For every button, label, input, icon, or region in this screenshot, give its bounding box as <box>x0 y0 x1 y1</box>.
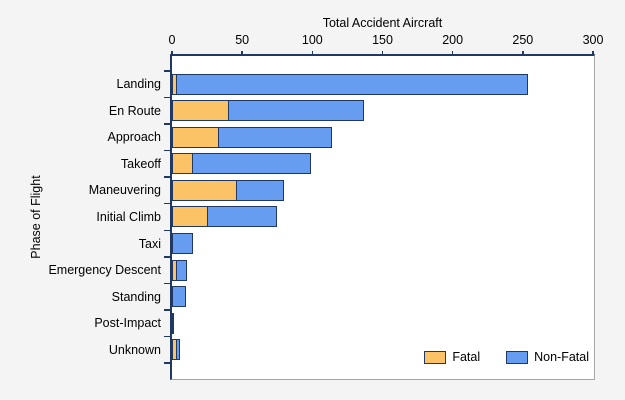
legend-swatch-non-fatal <box>506 350 529 364</box>
bar-segment-non-fatal <box>206 206 278 228</box>
category-label: Takeoff <box>120 156 161 171</box>
bar-segment-fatal <box>172 100 230 122</box>
bar-segment-non-fatal <box>176 339 181 361</box>
bar-segment-non-fatal <box>191 153 311 175</box>
chart-title: Total Accident Aircraft <box>322 16 443 30</box>
y-tick-mark <box>164 96 170 99</box>
legend-label: Fatal <box>452 350 481 364</box>
plot-area: Fatal Non-Fatal <box>164 54 595 380</box>
bar-row <box>172 151 311 178</box>
bar-segment-non-fatal <box>218 126 332 148</box>
bar-segment-non-fatal <box>172 286 187 308</box>
legend-item-fatal: Fatal <box>424 350 480 364</box>
y-tick-mark <box>164 309 170 311</box>
bar-row <box>172 124 332 151</box>
legend-item-non-fatal: Non-Fatal <box>506 350 589 364</box>
x-tick-mark <box>592 51 594 56</box>
bar-segment-non-fatal <box>172 233 194 255</box>
y-tick-mark <box>164 229 170 232</box>
bar-row <box>172 336 181 363</box>
category-label: Standing <box>111 289 161 304</box>
bar-row <box>172 257 188 284</box>
x-tick-label: 0 <box>168 33 176 47</box>
bar-row <box>172 230 194 257</box>
x-tick-mark <box>311 51 314 56</box>
y-tick-mark <box>164 335 170 338</box>
bar-segment-non-fatal <box>176 259 188 281</box>
y-tick-mark <box>164 70 170 72</box>
bar-segment-non-fatal <box>228 100 365 122</box>
bar-segment-fatal <box>172 179 238 201</box>
legend-swatch-fatal <box>424 350 447 364</box>
category-label: Landing <box>116 77 162 92</box>
y-axis-title: Phase of Flight <box>29 175 43 259</box>
x-tick-mark <box>451 51 454 56</box>
y-tick-mark <box>164 282 170 285</box>
x-tick-mark <box>241 51 243 56</box>
category-label: Unknown <box>108 342 161 357</box>
bar-segment-fatal <box>172 153 194 175</box>
category-label: Approach <box>107 130 161 145</box>
bar-row <box>172 310 174 337</box>
bar-row <box>172 177 285 204</box>
x-tick-label: 250 <box>512 33 534 47</box>
category-label: Post-Impact <box>94 316 161 331</box>
bar-row <box>172 71 529 98</box>
bar-row <box>172 98 365 125</box>
x-tick-label: 50 <box>235 33 250 47</box>
x-tick-label: 300 <box>582 33 604 47</box>
category-label: Taxi <box>138 236 161 251</box>
bar-segment-fatal <box>172 206 209 228</box>
bar-segment-non-fatal <box>172 312 174 334</box>
y-tick-mark <box>164 202 170 205</box>
y-tick-mark <box>164 123 170 125</box>
x-tick-mark <box>381 51 384 56</box>
y-tick-mark <box>164 362 170 364</box>
x-tick-mark <box>522 51 524 56</box>
x-tick-mark <box>171 51 173 56</box>
bar-row <box>172 204 278 231</box>
category-label: Initial Climb <box>96 209 161 224</box>
y-tick-mark <box>164 256 170 258</box>
category-label: En Route <box>108 103 161 118</box>
bar-segment-fatal <box>172 126 220 148</box>
category-label: Emergency Descent <box>48 263 161 278</box>
category-label: Maneuvering <box>88 183 161 198</box>
bar-segment-non-fatal <box>176 73 529 95</box>
x-tick-label: 100 <box>301 33 323 47</box>
bar-segment-non-fatal <box>236 179 285 201</box>
x-tick-label: 200 <box>442 33 464 47</box>
y-axis-category-labels: Landing En Route Approach Takeoff Maneuverin… <box>0 56 166 378</box>
y-tick-mark <box>164 176 170 178</box>
x-tick-label: 150 <box>372 33 393 47</box>
y-tick-mark <box>164 149 170 152</box>
bar-row <box>172 283 187 310</box>
legend-label: Non-Fatal <box>534 350 589 364</box>
legend: Fatal Non-Fatal <box>424 350 589 364</box>
